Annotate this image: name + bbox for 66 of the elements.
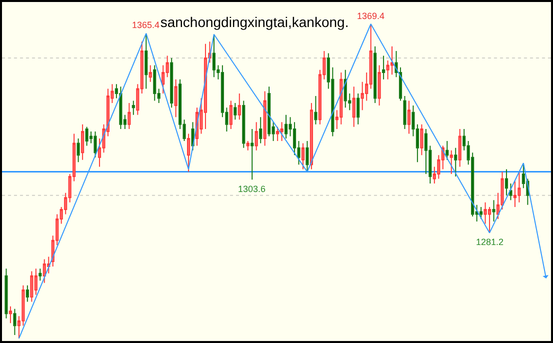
annotation: 1369.4 [357,11,385,21]
candlestick [480,206,483,220]
candlestick [310,102,314,170]
candlestick [229,100,232,130]
annotation: 1365.4 [132,20,160,30]
candlestick [26,284,29,302]
chart-title: sanchongdingxingtai,kankong. [160,14,349,30]
candlestick [276,126,280,142]
candlestick [13,308,16,336]
candlestick [128,102,131,130]
candlestick [148,64,152,82]
candlestick [504,168,508,196]
candlestick [246,140,250,151]
candlestick [263,90,266,146]
candlestick [306,140,309,172]
candlestick [204,43,208,130]
candlestick [259,116,262,144]
candlestick [238,93,241,120]
candlestick [492,200,496,222]
candlestick [4,268,8,319]
candlestick [212,34,216,78]
candlestick [170,57,174,108]
candlestick [378,64,381,106]
candlestick [250,128,254,180]
candlestick [382,55,386,80]
candlestick [518,171,521,203]
candlestick [314,96,318,125]
candlestick [85,126,88,146]
candlestick [76,138,80,163]
candlestick [174,78,178,118]
candlestick [356,93,360,125]
candlestick [254,122,258,151]
candlestick [242,100,246,148]
candlestick [42,258,46,284]
candlestick [268,86,271,137]
candlestick [407,100,411,134]
candlestick [191,122,194,151]
candlestick [234,102,237,120]
candlestick [450,150,453,175]
candlestick [81,124,84,160]
candlestick [284,114,288,139]
candlestick [144,32,148,90]
candlestick [340,72,343,125]
candlestick [132,100,135,116]
candlestick [352,86,356,128]
candlestick [344,69,347,108]
candlestick [446,140,449,160]
annotation: 1303.6 [238,184,266,194]
candlestick [458,128,462,168]
candlestick [119,86,122,130]
candlestick [488,206,492,234]
candlestick [94,131,97,158]
candlestick [153,64,156,102]
candlestick [8,306,12,324]
candlestick [420,124,424,156]
annotation: 1281.2 [476,237,504,247]
candlestick [280,122,284,142]
candlestick [38,268,42,282]
candlestick [454,147,458,178]
candlestick [390,46,394,76]
candlestick [509,182,512,201]
candlestick [30,270,34,302]
candlestick [186,133,190,172]
candlestick [301,142,305,170]
candlestick [403,96,406,130]
candlestick [374,46,377,104]
